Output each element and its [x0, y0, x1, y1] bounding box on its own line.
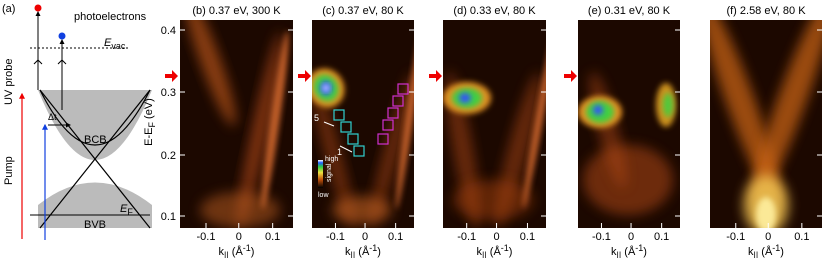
- panel-title: (d) 0.33 eV, 80 K: [453, 5, 536, 17]
- x-tick-label: 0: [628, 231, 634, 243]
- x-tick-label: -0.1: [726, 231, 745, 243]
- x-tick-label: -0.1: [326, 231, 345, 243]
- photoelectrons-label: photoelectrons: [74, 11, 147, 23]
- x-tick-label: 0: [362, 231, 368, 243]
- x-axis-label: k|| (Å-1): [477, 243, 513, 258]
- x-axis-label: k|| (Å-1): [219, 243, 255, 258]
- red-arrow: [165, 70, 178, 82]
- x-tick-label: 0: [765, 231, 771, 243]
- x-tick-label: -0.1: [457, 231, 476, 243]
- schematic: [19, 4, 152, 240]
- panel-title: (b) 0.37 eV, 300 K: [192, 5, 281, 17]
- bvb-label: BVB: [84, 219, 106, 231]
- delta-t-label: Δt: [48, 112, 57, 122]
- spectrum-panel: (f) 2.58 eV, 80 K -0.1 0 0.1 k|| (Å-1): [710, 5, 822, 258]
- pump-label: Pump: [3, 156, 15, 185]
- y-tick-label: 0.3: [161, 87, 176, 99]
- x-axis-label: k|| (Å-1): [345, 243, 381, 258]
- y-tick-label: 0.2: [161, 150, 176, 162]
- panel-title: (f) 2.58 eV, 80 K: [726, 5, 806, 17]
- marker-box: [387, 107, 399, 119]
- spectrum-panel: (d) 0.33 eV, 80 K -0.1 0 0.1 k|| (Å-1): [429, 5, 546, 258]
- bcb-label: BCB: [84, 134, 107, 146]
- x-tick-label: 0: [236, 231, 242, 243]
- marker-box: [340, 121, 352, 133]
- x-tick-label: 0: [493, 231, 499, 243]
- marker-box: [377, 133, 389, 145]
- marker-label: 1: [337, 147, 342, 157]
- colorbar-low: low: [318, 192, 329, 199]
- spectrum-image: [710, 20, 822, 228]
- spectrum-panel: (b) 0.37 eV, 300 K -0.1 0 0.1 k|| (Å-1): [165, 5, 293, 258]
- panel-title: (c) 0.37 eV, 80 K: [322, 5, 404, 17]
- y-tick-label: 0.4: [161, 25, 176, 37]
- x-tick-label: 0.1: [388, 231, 403, 243]
- spectrum-image: [180, 20, 293, 228]
- marker-box: [333, 109, 345, 121]
- marker-label: 5: [314, 113, 319, 123]
- red-arrow: [564, 70, 577, 82]
- x-tick-label: 0.1: [654, 231, 669, 243]
- colorbar-high: high: [325, 156, 338, 163]
- x-tick-label: -0.1: [592, 231, 611, 243]
- marker-box: [392, 95, 404, 107]
- uv-probe-label: UV probe: [3, 59, 15, 105]
- x-tick-label: 0.1: [265, 231, 280, 243]
- y-tick-label: 0.1: [161, 211, 176, 223]
- panel-title: (e) 0.31 eV, 80 K: [588, 5, 671, 17]
- ef-label: EF: [120, 203, 133, 217]
- x-tick-label: -0.1: [197, 231, 216, 243]
- marker-box: [353, 145, 365, 157]
- spectrum-panel: (e) 0.31 eV, 80 K -0.1 0 0.1 k|| (Å-1): [564, 5, 680, 258]
- spectrum-image: [578, 20, 680, 228]
- red-arrow: [298, 70, 311, 82]
- y-axis-label: E-EF (eV): [143, 98, 157, 146]
- x-tick-label: 0.1: [794, 231, 809, 243]
- x-axis-label: k|| (Å-1): [748, 243, 784, 258]
- evac-label: Evac: [104, 37, 126, 51]
- colorbar: [318, 160, 323, 188]
- marker-box: [382, 119, 394, 131]
- spectrum-panel: (c) 0.37 eV, 80 K -0.1 0 0.1 k|| (Å-1) highsi…: [298, 5, 414, 258]
- panel-label: (a): [2, 3, 15, 15]
- spectrum-image: [443, 20, 546, 228]
- marker-box: [397, 83, 409, 95]
- panels: 0.4 0.3 0.2 0.1 (b) 0.37 eV, 300 K -0.1 0 0.1 k|…: [161, 5, 822, 258]
- red-arrow: [429, 70, 442, 82]
- colorbar-signal: signal: [326, 163, 333, 182]
- x-axis-label: k|| (Å-1): [611, 243, 647, 258]
- marker-box: [347, 133, 359, 145]
- x-tick-label: 0.1: [520, 231, 535, 243]
